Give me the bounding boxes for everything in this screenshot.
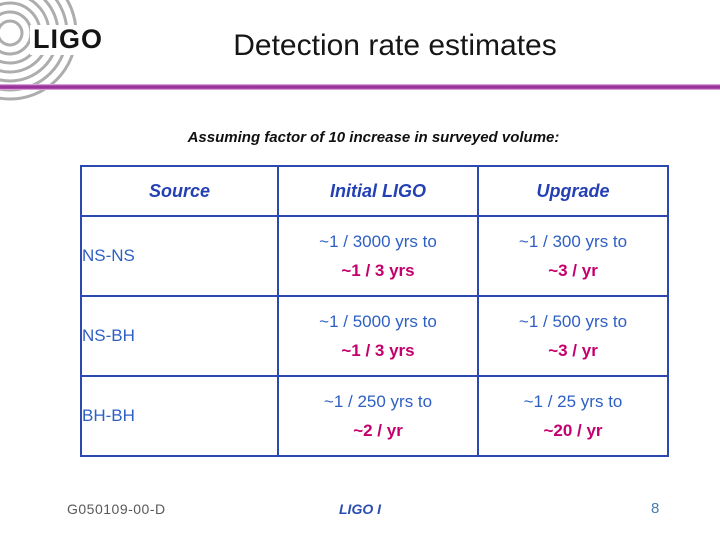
page-number: 8 xyxy=(651,500,660,517)
upgrade-cell: ~1 / 25 yrs to ~20 / yr xyxy=(477,375,669,457)
table-row-bh-bh: BH-BH ~1 / 250 yrs to ~2 / yr ~1 / 25 yr… xyxy=(80,375,669,457)
ligo-logo: LIGO xyxy=(0,0,115,112)
rate-range-text: ~1 / 300 yrs to xyxy=(518,232,628,251)
title-divider xyxy=(0,84,720,90)
slide-subtitle: Assuming factor of 10 increase in survey… xyxy=(187,129,560,146)
rate-range-text: ~1 / 25 yrs to xyxy=(523,392,623,411)
col-header-upgrade: Upgrade xyxy=(477,165,669,217)
initial-ligo-cell: ~1 / 3000 yrs to ~1 / 3 yrs xyxy=(277,215,479,297)
col-header-source: Source xyxy=(80,165,279,217)
table-row-ns-ns: NS-NS ~1 / 3000 yrs to ~1 / 3 yrs ~1 / 3… xyxy=(80,215,669,297)
initial-ligo-cell: ~1 / 250 yrs to ~2 / yr xyxy=(277,375,479,457)
rate-highlight-text: ~1 / 3 yrs xyxy=(341,341,415,360)
ligo-wordmark: LIGO xyxy=(30,25,108,55)
rate-highlight-text: ~20 / yr xyxy=(543,421,603,440)
table-row-ns-bh: NS-BH ~1 / 5000 yrs to ~1 / 3 yrs ~1 / 5… xyxy=(80,295,669,377)
rate-highlight-text: ~1 / 3 yrs xyxy=(341,261,415,280)
header-row: Source Initial LIGO Upgrade xyxy=(80,165,669,217)
upgrade-cell: ~1 / 300 yrs to ~3 / yr xyxy=(477,215,669,297)
document-number: G050109-00-D xyxy=(67,501,166,517)
rate-highlight-text: ~3 / yr xyxy=(548,261,598,280)
rate-highlight-text: ~2 / yr xyxy=(353,421,403,440)
rate-range-text: ~1 / 3000 yrs to xyxy=(319,232,437,251)
upgrade-cell: ~1 / 500 yrs to ~3 / yr xyxy=(477,295,669,377)
initial-ligo-cell: ~1 / 5000 yrs to ~1 / 3 yrs xyxy=(277,295,479,377)
source-cell: NS-BH xyxy=(80,295,279,377)
col-header-initial-ligo: Initial LIGO xyxy=(277,165,479,217)
source-cell: BH-BH xyxy=(80,375,279,457)
detection-rates-table: Source Initial LIGO Upgrade NS-NS ~1 / 3… xyxy=(80,165,669,457)
source-cell: NS-NS xyxy=(80,215,279,297)
rate-range-text: ~1 / 250 yrs to xyxy=(323,392,433,411)
footer-label: LIGO I xyxy=(339,501,381,517)
slide-title: Detection rate estimates xyxy=(233,29,557,62)
rate-range-text: ~1 / 5000 yrs to xyxy=(319,312,437,331)
rate-range-text: ~1 / 500 yrs to xyxy=(518,312,628,331)
rate-highlight-text: ~3 / yr xyxy=(548,341,598,360)
